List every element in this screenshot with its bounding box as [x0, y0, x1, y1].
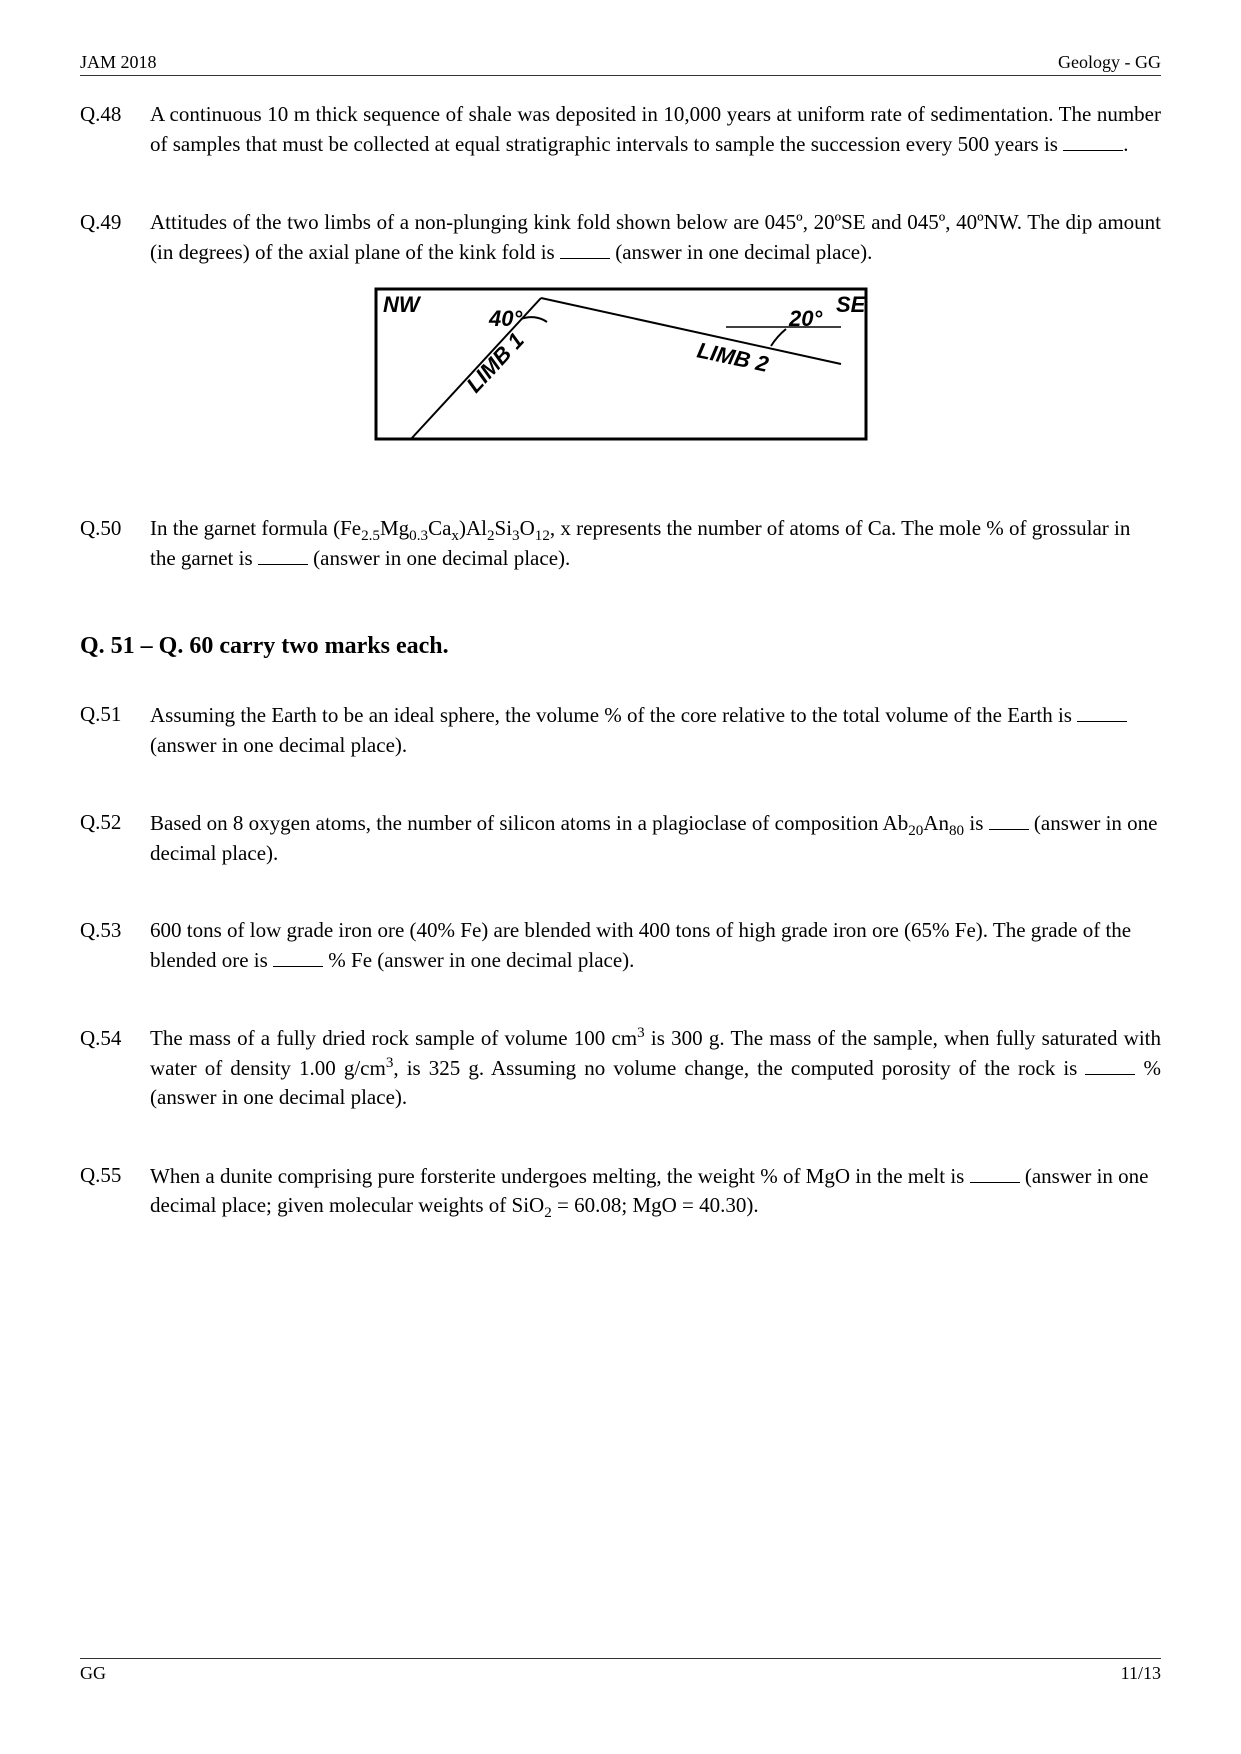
limb2-label: LIMB 2	[694, 337, 770, 377]
question-number: Q.53	[80, 916, 150, 976]
section-heading: Q. 51 – Q. 60 carry two marks each.	[80, 633, 1161, 660]
answer-blank	[989, 808, 1029, 830]
question-text: Attitudes of the two limbs of a non-plun…	[150, 208, 1161, 268]
content-area: Q.48 A continuous 10 m thick sequence of…	[80, 100, 1161, 1221]
question-text: 600 tons of low grade iron ore (40% Fe) …	[150, 916, 1161, 976]
answer-blank	[273, 945, 323, 967]
kink-fold-diagram: NW SE 40° 20° LIMB 1 LIMB 2	[80, 284, 1161, 444]
angle-40: 40°	[488, 306, 522, 331]
question-49: Q.49 Attitudes of the two limbs of a non…	[80, 208, 1161, 268]
answer-blank	[970, 1161, 1020, 1183]
footer-left: GG	[80, 1663, 106, 1684]
question-text: Based on 8 oxygen atoms, the number of s…	[150, 808, 1161, 868]
question-number: Q.48	[80, 100, 150, 160]
question-number: Q.54	[80, 1024, 150, 1113]
question-number: Q.52	[80, 808, 150, 868]
page-header: JAM 2018 Geology - GG	[80, 52, 1161, 76]
question-number: Q.49	[80, 208, 150, 268]
nw-label: NW	[383, 292, 422, 317]
angle-arc-right	[771, 329, 786, 346]
question-number: Q.51	[80, 700, 150, 760]
answer-blank	[1063, 129, 1123, 151]
question-text: The mass of a fully dried rock sample of…	[150, 1024, 1161, 1113]
question-53: Q.53 600 tons of low grade iron ore (40%…	[80, 916, 1161, 976]
angle-arc-left	[521, 317, 547, 322]
question-50: Q.50 In the garnet formula (Fe2.5Mg0.3Ca…	[80, 514, 1161, 574]
footer-right: 11/13	[1121, 1663, 1161, 1684]
diagram-svg: NW SE 40° 20° LIMB 1 LIMB 2	[371, 284, 871, 444]
question-text: Assuming the Earth to be an ideal sphere…	[150, 700, 1161, 760]
answer-blank	[560, 237, 610, 259]
question-54: Q.54 The mass of a fully dried rock samp…	[80, 1024, 1161, 1113]
header-right: Geology - GG	[1058, 52, 1161, 73]
limb1-label: LIMB 1	[461, 327, 528, 397]
question-number: Q.50	[80, 514, 150, 574]
answer-blank	[1077, 700, 1127, 722]
question-number: Q.55	[80, 1161, 150, 1221]
question-48: Q.48 A continuous 10 m thick sequence of…	[80, 100, 1161, 160]
se-label: SE	[836, 292, 867, 317]
answer-blank	[258, 543, 308, 565]
question-52: Q.52 Based on 8 oxygen atoms, the number…	[80, 808, 1161, 868]
question-55: Q.55 When a dunite comprising pure forst…	[80, 1161, 1161, 1221]
question-text: In the garnet formula (Fe2.5Mg0.3Cax)Al2…	[150, 514, 1161, 574]
question-51: Q.51 Assuming the Earth to be an ideal s…	[80, 700, 1161, 760]
answer-blank	[1085, 1053, 1135, 1075]
question-text: When a dunite comprising pure forsterite…	[150, 1161, 1161, 1221]
page-footer: GG 11/13	[80, 1658, 1161, 1684]
angle-20: 20°	[788, 306, 822, 331]
question-text: A continuous 10 m thick sequence of shal…	[150, 100, 1161, 160]
header-left: JAM 2018	[80, 52, 157, 73]
